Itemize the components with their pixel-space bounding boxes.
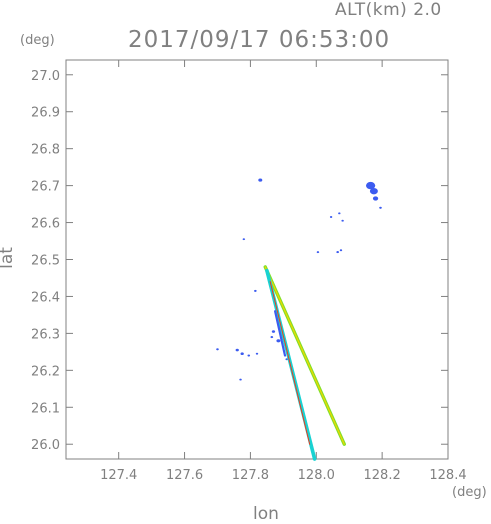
y-tick-label: 27.0 [31,69,60,84]
echo-point [285,358,288,361]
x-tick-label: 127.6 [166,468,203,483]
x-tick-label: 127.8 [232,468,269,483]
echo-point [270,336,274,339]
echo-point [235,348,239,352]
echo-point [336,251,339,254]
x-tick-label: 128.4 [429,468,466,483]
echo-point [254,289,257,292]
echo-point [329,216,333,218]
echo-strip [264,266,345,445]
echo-point [271,330,276,333]
echo-point [372,196,379,201]
plot-frame [65,59,449,460]
echo-point [276,339,281,343]
y-tick-label: 26.8 [31,143,60,158]
y-tick-label: 26.4 [31,290,60,305]
y-tick-label: 26.2 [31,364,60,379]
echo-point [240,352,244,356]
y-tick-label: 26.7 [31,180,60,195]
echo-point [216,348,219,351]
echo-point [341,219,344,222]
y-tick-label: 26.9 [31,106,60,121]
echo-point [369,187,378,195]
echo-point [247,354,251,357]
echo-point [366,181,376,190]
echo-point [255,352,259,355]
echo-strip [269,281,311,445]
y-tick-label: 26.6 [31,217,60,232]
echo-point [239,378,242,381]
x-axis-unit: (deg) [452,485,487,500]
x-tick-label: 128.0 [298,468,335,483]
echo-point [338,212,341,215]
x-tick-label: 128.2 [364,468,401,483]
echo-point [379,206,382,209]
chart-title: 2017/09/17 06:53:00 [128,27,391,53]
altitude-label: ALT(km) 2.0 [335,0,442,20]
echo-point [339,249,343,252]
y-tick-label: 26.1 [31,401,60,416]
y-axis-unit: (deg) [20,33,55,48]
y-tick-label: 26.5 [31,254,60,269]
echo-point [242,238,246,241]
echo-point [258,178,263,182]
y-tick-label: 26.3 [31,327,60,342]
y-tick-label: 26.0 [31,438,60,453]
echo-strip [274,310,287,357]
echo-point [316,251,320,254]
x-tick-label: 127.4 [100,468,137,483]
x-axis-label: lon [253,504,279,524]
